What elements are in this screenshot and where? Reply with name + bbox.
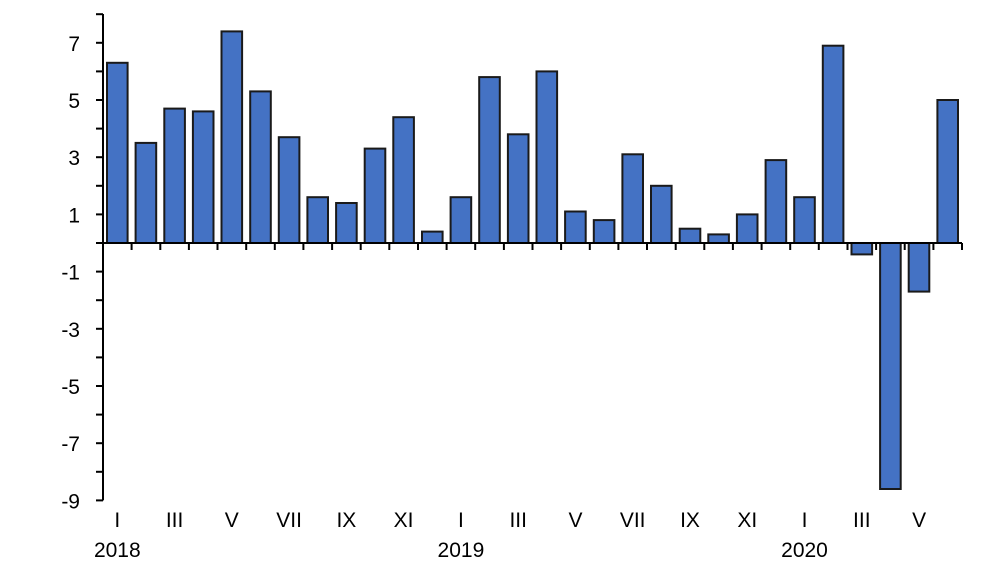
y-tick-label: 7 (68, 33, 80, 56)
y-tick-label: -7 (61, 433, 80, 456)
bar-2019-IV (535, 70, 559, 245)
bar-2019-IX (678, 227, 702, 244)
y-tick-label: 3 (68, 147, 80, 170)
bar-2019-VI (592, 219, 616, 245)
year-label: 2018 (94, 539, 141, 562)
x-tick-label: VII (620, 509, 646, 532)
x-axis-ticks (130, 243, 963, 250)
year-labels: 2018 2019 2020 (94, 539, 828, 562)
bar-2019-III (506, 133, 530, 244)
x-tick-label: V (912, 509, 926, 532)
bar-2018-VII (277, 136, 301, 244)
y-tick-label: 5 (68, 90, 80, 113)
x-tick-label: XI (737, 509, 757, 532)
bar-2020-III (850, 242, 874, 256)
bar-2020-II (821, 44, 845, 245)
y-tick-label: 1 (68, 204, 80, 227)
x-axis-labels: I III V VII IX XI I III V VII IX XI I III V (114, 509, 926, 532)
year-label: 2019 (438, 539, 485, 562)
x-tick-label: V (225, 509, 239, 532)
x-tick-label: V (568, 509, 582, 532)
bar-2018-XII (421, 230, 444, 245)
y-axis-ticks (96, 13, 103, 502)
x-tick-label: I (114, 509, 120, 532)
x-tick-label: XI (394, 509, 414, 532)
bar-2019-VIII (650, 184, 673, 245)
bar-2018-I (106, 61, 129, 244)
x-tick-label: III (853, 509, 871, 532)
bar-2018-III (163, 107, 186, 244)
bar-2018-VIII (306, 196, 329, 244)
bar-2019-II (478, 76, 501, 244)
bar-2019-V (564, 210, 587, 244)
bar-2018-VI (249, 90, 272, 245)
bar-2018-V (220, 30, 244, 245)
x-tick-label: I (802, 509, 808, 532)
bar-2020-IV (879, 242, 902, 490)
x-tick-label: III (509, 509, 527, 532)
x-tick-label: I (458, 509, 464, 532)
y-tick-label: -9 (61, 490, 80, 513)
bars-group (106, 30, 960, 490)
year-label: 2020 (781, 539, 828, 562)
bar-2019-XII (764, 159, 788, 245)
bar-2018-IX (335, 202, 358, 244)
x-tick-label: IX (680, 509, 700, 532)
bar-2018-IV (191, 110, 215, 245)
x-tick-label: VII (276, 509, 302, 532)
bar-2019-XI (735, 213, 759, 244)
bar-2018-X (363, 147, 387, 245)
bar-2018-XI (392, 116, 415, 244)
bar-2020-VI (936, 99, 960, 244)
x-tick-label: III (166, 509, 184, 532)
bar-2020-I (793, 196, 816, 244)
bar-2019-VII (621, 153, 645, 244)
y-tick-label: -3 (61, 319, 80, 342)
bar-2019-I (449, 196, 473, 244)
bar-2020-V (907, 242, 931, 293)
bar-2018-II (134, 141, 158, 244)
y-axis-labels: 7 5 3 1 -1 -3 -5 -7 -9 (61, 33, 80, 514)
y-tick-label: -5 (61, 376, 80, 399)
y-tick-label: -1 (61, 262, 80, 285)
bar-2019-X (707, 233, 730, 244)
x-tick-label: IX (336, 509, 356, 532)
